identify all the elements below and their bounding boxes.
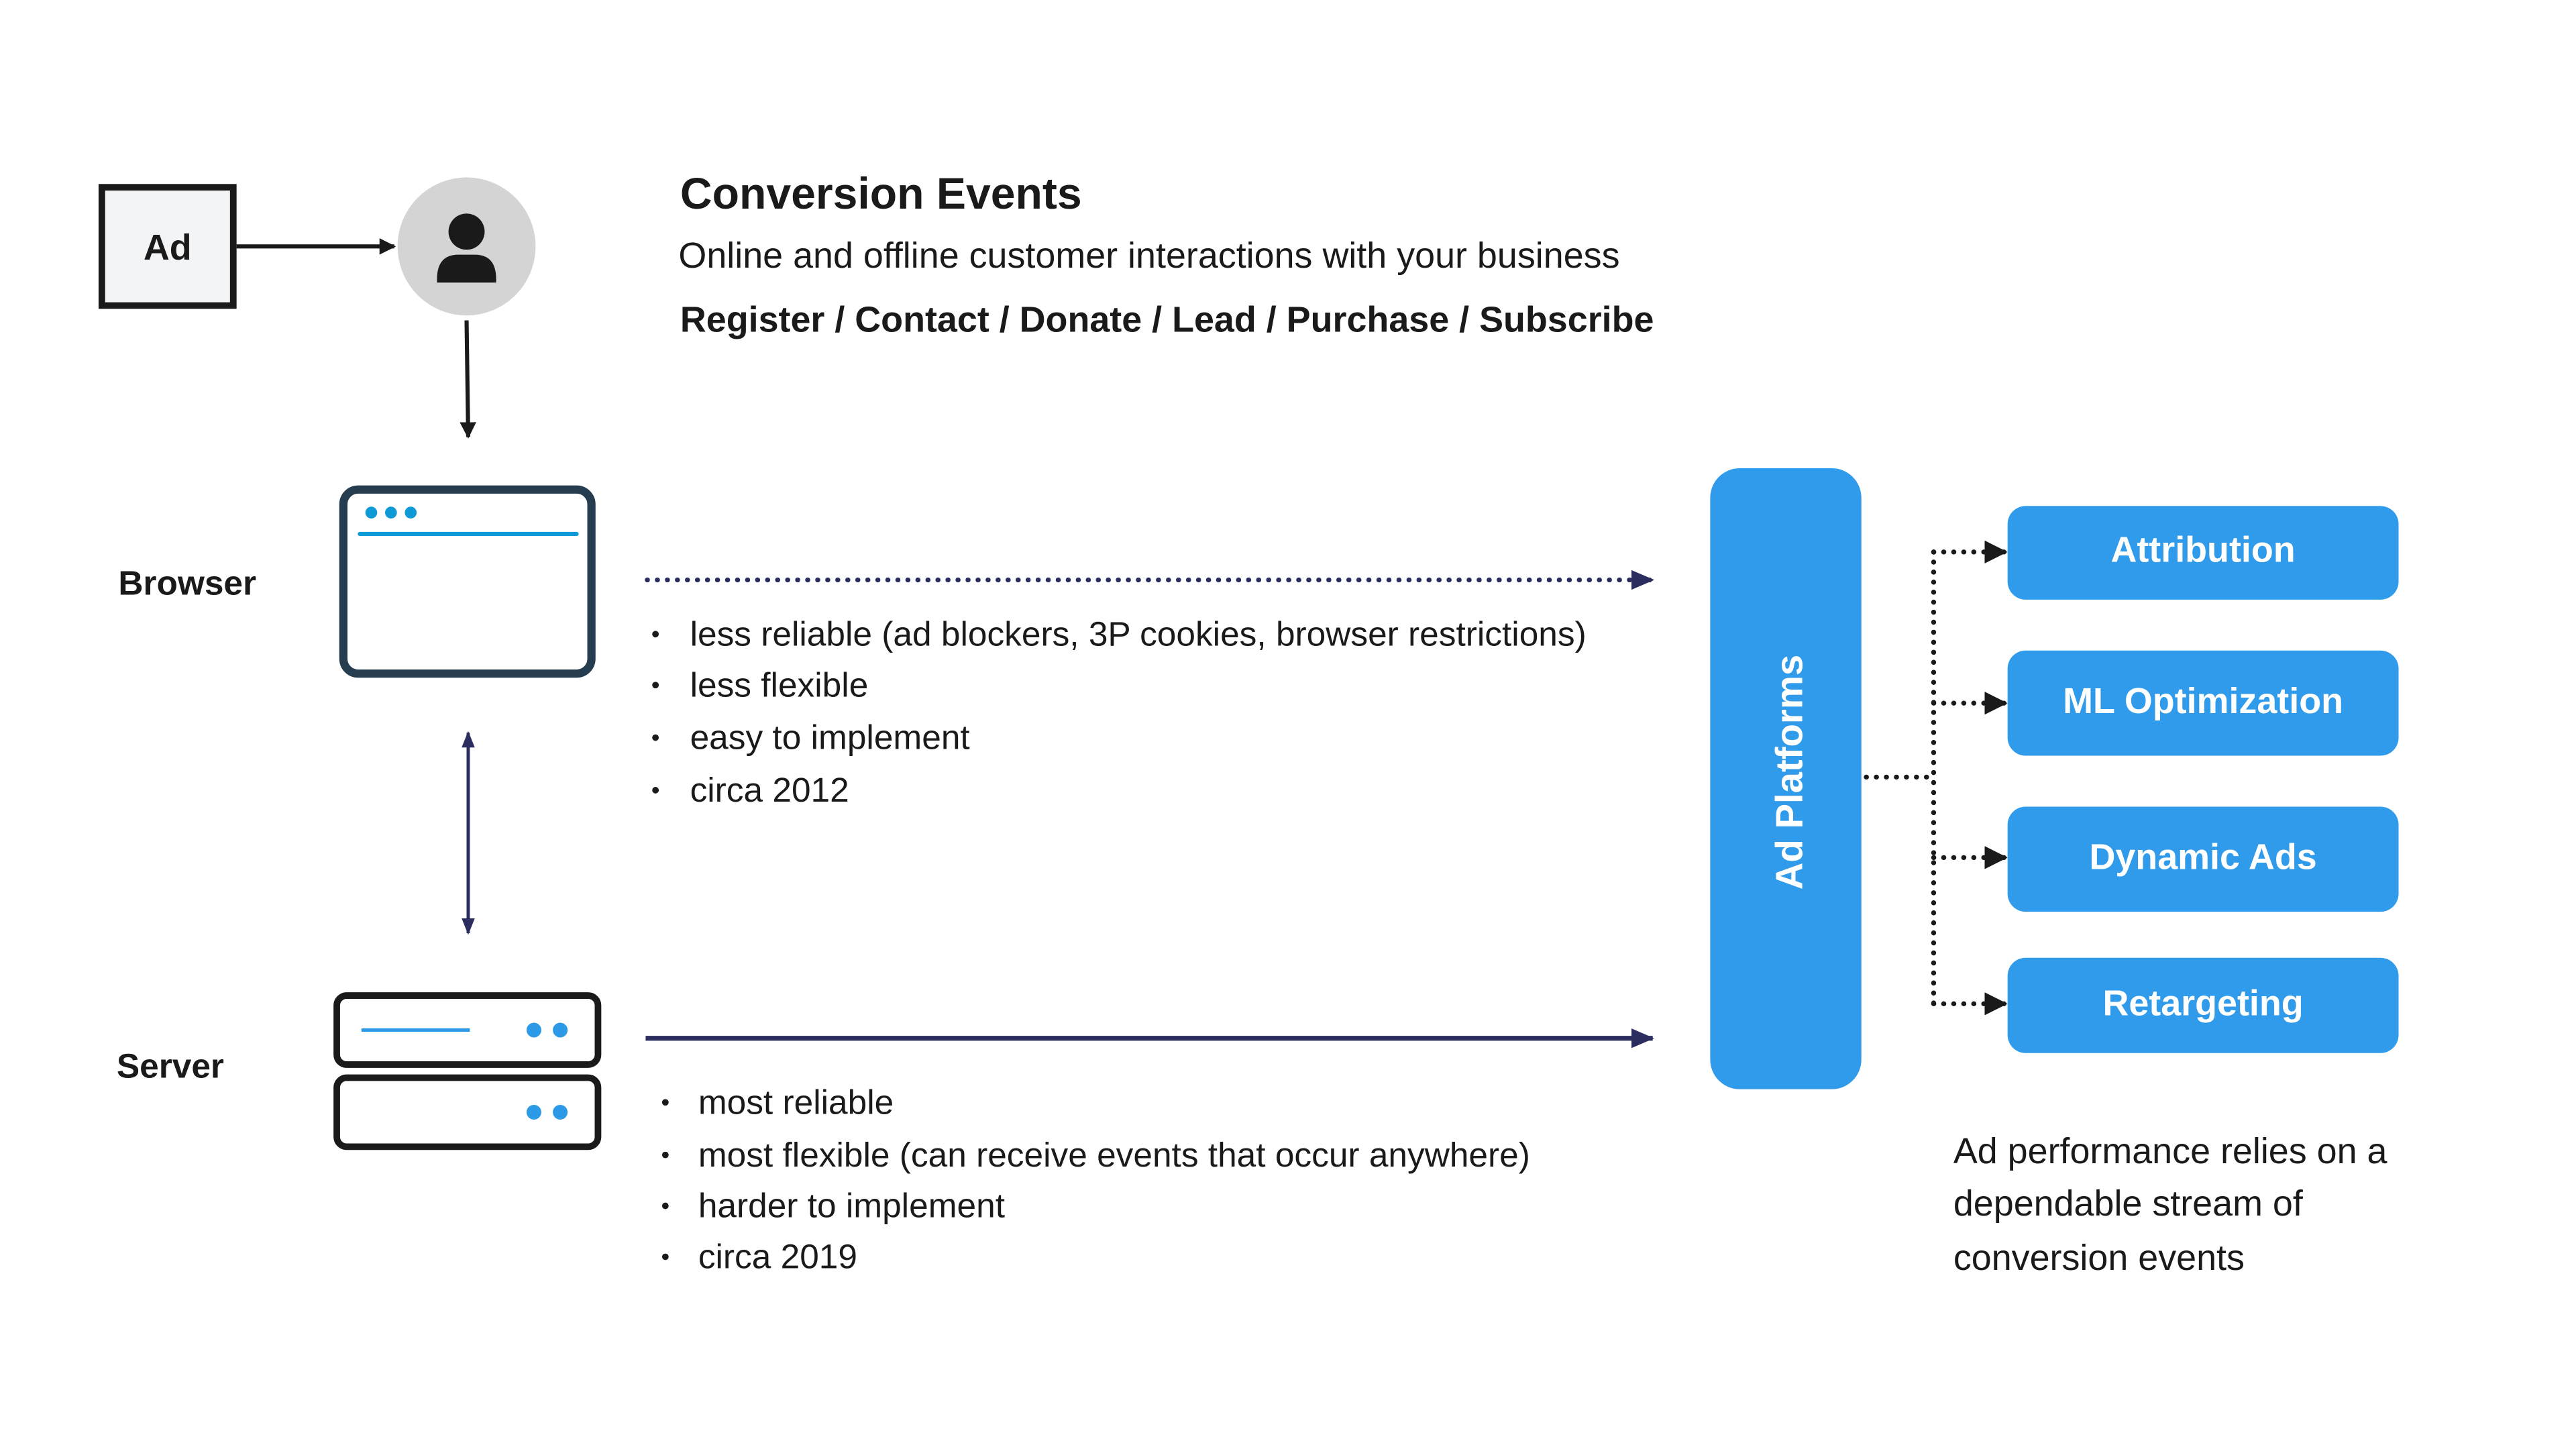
target-retargeting: Retargeting [2007, 957, 2399, 1053]
list-item: most reliable [698, 1082, 894, 1121]
caption-line: dependable stream of [1953, 1183, 2304, 1224]
list-item: most flexible (can receive events that o… [698, 1135, 1530, 1174]
caption-line: conversion events [1953, 1238, 2245, 1278]
browser-label: Browser [118, 564, 256, 602]
server-label: Server [117, 1046, 224, 1085]
caption: Ad performance relies on a dependable st… [1953, 1131, 2387, 1278]
subtitle: Online and offline customer interactions… [678, 235, 1619, 276]
ad-platforms-box: Ad Platforms [1710, 468, 1862, 1089]
server-bullets: most reliable most flexible (can receive… [661, 1082, 1530, 1276]
target-label: Dynamic Ads [2089, 837, 2316, 877]
target-ml-optimization: ML Optimization [2007, 650, 2399, 756]
list-item: circa 2012 [690, 770, 849, 809]
target-label: ML Optimization [2063, 681, 2343, 721]
browser-bullets: less reliable (ad blockers, 3P cookies, … [652, 614, 1587, 809]
list-item: less flexible [690, 665, 869, 704]
target-label: Attribution [2110, 530, 2295, 570]
ad-label: Ad [144, 227, 192, 268]
event-types: Register / Contact / Donate / Lead / Pur… [680, 300, 1654, 340]
ad-box: Ad [98, 184, 237, 309]
target-attribution: Attribution [2007, 506, 2399, 600]
ad-platforms-label: Ad Platforms [1768, 655, 1811, 890]
caption-line: Ad performance relies on a [1953, 1131, 2387, 1171]
browser-window-icon [339, 485, 596, 678]
list-item: circa 2019 [698, 1237, 857, 1276]
list-item: less reliable (ad blockers, 3P cookies, … [690, 614, 1587, 653]
list-item: easy to implement [690, 718, 970, 757]
server-icon [333, 992, 602, 1150]
platform-connectors [1864, 540, 2008, 1016]
user-to-browser-arrow [460, 320, 476, 439]
target-dynamic-ads: Dynamic Ads [2007, 806, 2399, 912]
person-icon [397, 177, 536, 316]
list-item: harder to implement [698, 1186, 1005, 1225]
page-title: Conversion Events [680, 169, 1082, 219]
target-label: Retargeting [2102, 983, 2303, 1023]
